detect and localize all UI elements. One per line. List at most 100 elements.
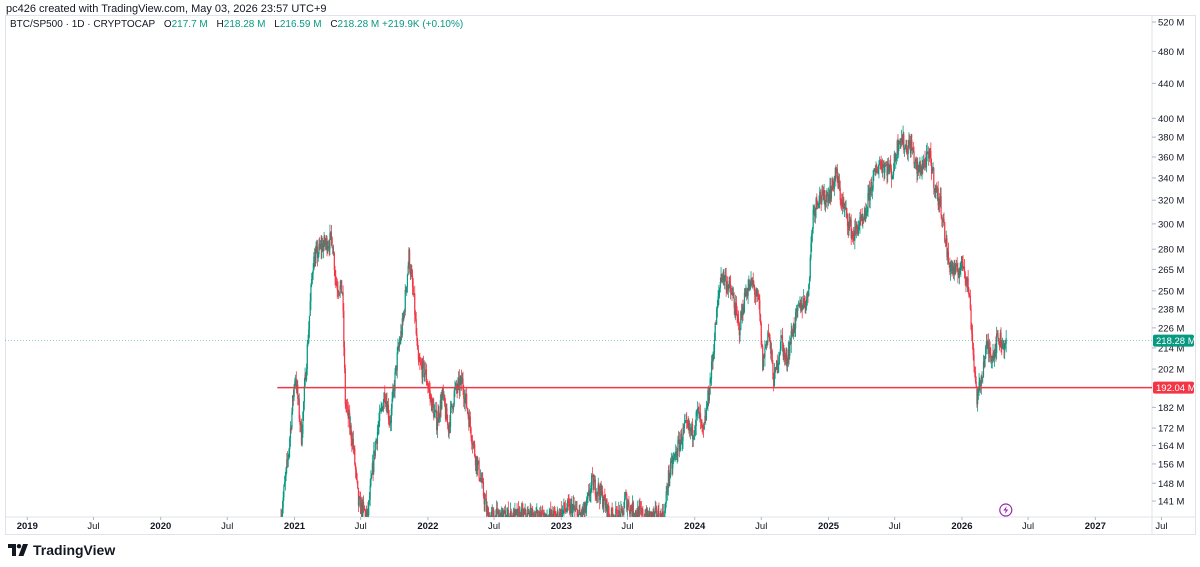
candle bbox=[344, 364, 346, 409]
candle-body bbox=[534, 519, 535, 526]
candle-body bbox=[822, 192, 824, 200]
candle-body bbox=[517, 508, 520, 511]
candle bbox=[509, 502, 512, 517]
candle bbox=[713, 344, 715, 361]
candle-body bbox=[690, 427, 692, 432]
candle-body bbox=[621, 508, 623, 510]
candle bbox=[536, 509, 539, 517]
candle-body bbox=[566, 500, 569, 511]
candle bbox=[434, 402, 436, 419]
candle-body bbox=[884, 166, 886, 173]
candle-body bbox=[286, 459, 289, 461]
candle-body bbox=[865, 210, 867, 216]
candle bbox=[770, 340, 772, 360]
candle bbox=[936, 182, 938, 193]
candle bbox=[586, 492, 588, 506]
candle-body bbox=[902, 134, 904, 145]
candle-body bbox=[770, 340, 772, 354]
lightning-icon[interactable] bbox=[999, 503, 1013, 517]
candle bbox=[780, 329, 782, 352]
candle-body bbox=[487, 508, 489, 513]
candle-body bbox=[835, 168, 838, 171]
candle-body bbox=[626, 504, 629, 511]
candle-body bbox=[994, 344, 996, 352]
candle bbox=[308, 321, 310, 344]
candle-body bbox=[895, 159, 897, 161]
candle-body bbox=[920, 171, 922, 174]
candle-body bbox=[644, 520, 645, 522]
candle-body bbox=[442, 388, 444, 397]
candle-body bbox=[875, 168, 877, 173]
candle-body bbox=[405, 290, 407, 292]
candle-body bbox=[592, 475, 594, 490]
candle-body bbox=[566, 510, 568, 512]
candle-body bbox=[814, 209, 816, 217]
candle-body bbox=[960, 263, 962, 269]
candle bbox=[724, 274, 726, 290]
candle-body bbox=[538, 520, 539, 526]
candle-body bbox=[564, 502, 566, 509]
candle-body bbox=[472, 442, 474, 446]
candle bbox=[662, 503, 664, 517]
candle bbox=[734, 302, 736, 319]
candle-body bbox=[392, 387, 395, 390]
candle bbox=[863, 206, 865, 221]
candle-body bbox=[1005, 338, 1007, 344]
candle bbox=[997, 330, 999, 342]
candle bbox=[452, 402, 455, 413]
candle-body bbox=[338, 293, 341, 295]
candle bbox=[972, 342, 974, 361]
candle-body bbox=[294, 379, 297, 382]
candle-body bbox=[284, 482, 286, 487]
candle-body bbox=[739, 329, 741, 336]
candle bbox=[507, 501, 509, 517]
candle-body bbox=[575, 508, 577, 510]
candle-body bbox=[778, 356, 780, 365]
candle bbox=[574, 505, 576, 517]
candle-body bbox=[846, 214, 849, 226]
candle bbox=[863, 216, 865, 224]
candle bbox=[325, 235, 327, 251]
candle-body bbox=[298, 398, 300, 419]
candle-body bbox=[543, 516, 545, 517]
x-tick-label: 2025 bbox=[818, 521, 840, 532]
candle-body bbox=[596, 491, 599, 494]
candle-body bbox=[811, 233, 813, 244]
candle-body bbox=[447, 421, 449, 426]
candle-body bbox=[297, 398, 300, 400]
candle bbox=[377, 420, 379, 436]
candle-body bbox=[343, 347, 346, 369]
candle-body bbox=[428, 388, 430, 391]
candle bbox=[696, 409, 698, 417]
candle-body bbox=[506, 509, 509, 516]
tradingview-logo[interactable]: TradingView bbox=[8, 542, 115, 558]
candle-body bbox=[648, 511, 651, 517]
candle-body bbox=[694, 430, 696, 436]
candle bbox=[692, 435, 694, 447]
candle-body bbox=[728, 280, 730, 286]
candle-body bbox=[760, 323, 762, 345]
candle-body bbox=[675, 451, 677, 454]
candle bbox=[903, 148, 906, 157]
candle bbox=[738, 321, 740, 344]
candle bbox=[673, 453, 675, 460]
candle-body bbox=[569, 504, 572, 514]
candle bbox=[949, 257, 951, 276]
candle-body bbox=[518, 510, 520, 517]
candle-body bbox=[280, 517, 281, 526]
candle bbox=[932, 162, 934, 171]
chart-pane[interactable] bbox=[5, 15, 1196, 535]
candle-body bbox=[384, 392, 386, 401]
candle-body bbox=[544, 516, 546, 517]
candle-body bbox=[854, 226, 857, 230]
candle-body bbox=[323, 236, 325, 246]
candles-group bbox=[280, 125, 1007, 526]
candle bbox=[930, 158, 933, 180]
candle-body bbox=[873, 168, 876, 172]
candle-body bbox=[804, 301, 806, 308]
candle bbox=[802, 305, 804, 311]
candle bbox=[527, 505, 529, 515]
candle bbox=[919, 157, 921, 180]
candle-body bbox=[979, 380, 981, 382]
